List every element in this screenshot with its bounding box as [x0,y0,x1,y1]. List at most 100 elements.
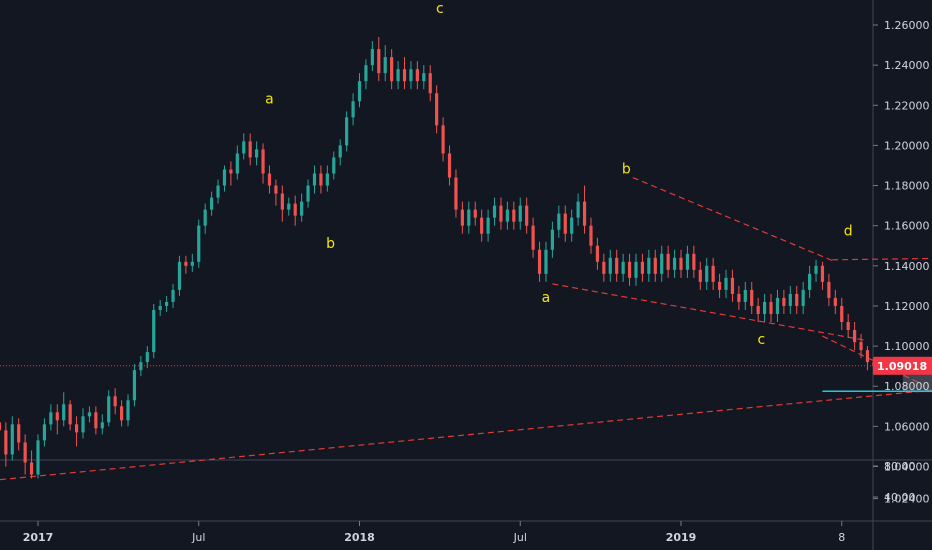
wave-label-a: a [265,91,274,107]
candle-body [576,201,580,218]
y-tick-label: 1.26000 [884,19,930,32]
wave-label-b: b [622,162,631,178]
candle-body [312,173,317,186]
candle-body [820,265,825,282]
trendlines [0,176,932,481]
candle-body [859,342,863,351]
candle-body [222,169,227,186]
candle-body [537,249,542,274]
candle-body [679,257,683,270]
candle-body [724,277,728,290]
y-tick-label: 1.24000 [884,59,930,72]
volume-tick-label: 80.00 [884,460,916,473]
candle-body [235,153,239,174]
candle-body [62,404,66,421]
candle-body [814,265,818,274]
candle-body [730,277,735,294]
candle-body [788,293,792,306]
candle-body [531,225,535,250]
candle-body [827,281,831,298]
wave-labels: abcabcdefg [265,1,852,348]
candle-body [293,203,297,216]
candle-body [660,253,664,274]
candle-body [492,205,497,218]
candle-body [190,261,194,266]
candle-body [55,412,59,421]
y-tick-label: 1.14000 [884,260,930,273]
candle-body [550,229,554,250]
candle-body [145,352,149,363]
candle-body [152,309,156,353]
candle-body [570,217,574,234]
candle-body [627,261,632,278]
candle-body [287,203,291,210]
candle-body [332,157,336,174]
candle-body [139,362,143,371]
candle-body [582,201,587,226]
candle-body [248,141,252,158]
candle-body [595,245,600,262]
candle-body [717,281,722,290]
channel-lower-line [552,283,865,341]
candle-body [454,177,458,210]
candle-body [23,442,27,463]
candle-body [409,69,413,82]
candle-body [74,424,79,433]
candle-body [165,301,169,306]
candle-body [435,93,439,126]
candle-body [640,261,645,274]
x-axis: 2017Jul2018Jul201982020Jul2021Jul2022 [23,521,845,544]
candle-body [319,173,323,186]
candle-body [615,257,619,274]
candle-body [512,209,516,222]
candle-body [473,209,477,218]
candle-body [589,225,593,246]
candle-body [68,404,72,425]
candle-body [242,141,246,154]
candle-body [544,249,548,274]
candle-body [499,205,503,222]
candle-body [428,73,432,94]
x-tick-label: Jul [191,531,205,544]
candle-body [775,297,780,314]
candle-body [94,412,98,429]
wave-label-c: c [436,1,444,17]
candle-body [132,370,137,401]
resistance-line [832,257,932,261]
wave-label-b: b [326,236,335,252]
candle-body [795,293,799,306]
x-tick-label: Jul [513,531,527,544]
candle-body [602,261,606,274]
candle-body [692,253,696,270]
current-price-label: 1.09018 [877,360,927,373]
candle-body [0,422,2,431]
candle-body [801,289,805,306]
candle-body [370,49,374,66]
candle-body [100,422,104,429]
candle-body [518,205,522,222]
candle-body [808,273,812,290]
y-tick-label: 1.08000 [884,380,930,393]
candle-body [197,225,201,262]
candle-body [415,69,419,82]
candle-body [377,49,381,74]
wave-label-a: a [542,290,551,306]
volume-tick-label: 40.00 [884,491,916,504]
candle-body [833,297,837,306]
candle-body [300,201,304,216]
candle-body [737,293,741,302]
candle-body [853,330,857,343]
candle-body [402,69,407,82]
y-tick-label: 1.02400 [884,493,930,506]
candle-body [685,253,690,270]
candle-body [107,396,111,423]
candle-body [29,462,34,475]
x-tick-label: 8 [838,531,845,544]
candle-body [441,125,445,154]
candle-body [81,416,85,433]
candle-body [36,440,40,475]
candle-body [698,269,702,282]
candle-body [447,153,452,178]
